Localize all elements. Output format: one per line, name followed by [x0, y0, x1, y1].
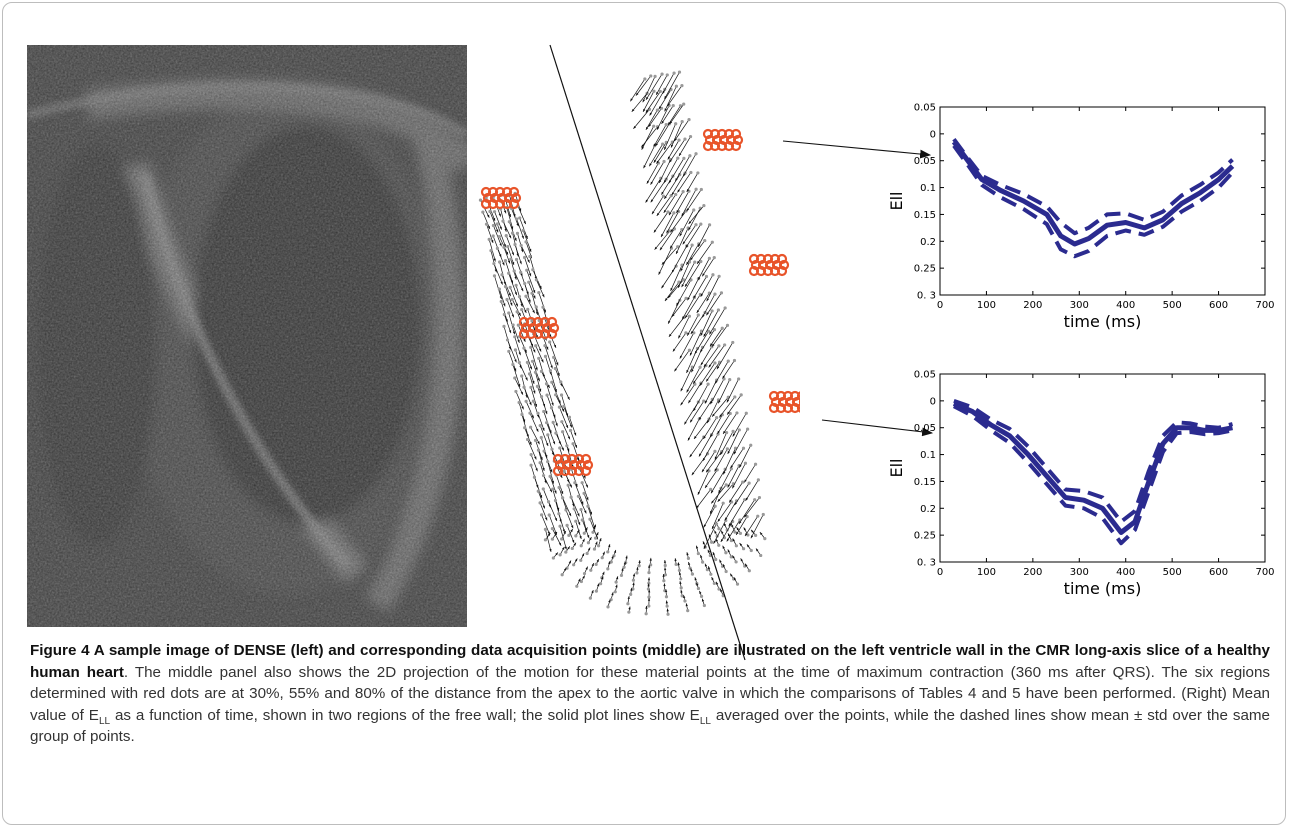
x-tick-label: 0: [937, 300, 943, 311]
x-tick-label: 700: [1255, 567, 1274, 578]
std-dashed-line: [952, 138, 1234, 236]
figure-caption: Figure 4 A sample image of DENSE (left) …: [30, 640, 1270, 748]
x-tick-label: 100: [977, 567, 996, 578]
y-tick-label: 0.15: [914, 477, 936, 488]
long-axis-line: [549, 44, 746, 661]
y-tick-label: 0. 3: [917, 291, 936, 302]
x-tick-label: 200: [1023, 300, 1042, 311]
y-tick-label: 0.1: [920, 183, 936, 194]
x-tick-label: 600: [1209, 300, 1228, 311]
caption-text-2: as a function of time, shown in two regi…: [110, 706, 700, 724]
y-tick-label: 0.05: [914, 370, 936, 381]
x-tick-label: 600: [1209, 567, 1228, 578]
dense-image: [27, 45, 467, 627]
y-axis-label: Ell: [887, 459, 906, 478]
caption-text-1: . The middle panel also shows the 2D pro…: [30, 663, 1271, 724]
ell-plot-bottom: 0 100 200 300 400 500 600 700 0.05 0 0.05 0.1 0.15 0.…: [887, 370, 1275, 599]
plot-frame: [939, 373, 1266, 563]
x-tick-label: 300: [1070, 300, 1089, 311]
region-marker: [768, 390, 800, 414]
region-marker: [518, 316, 560, 340]
y-axis-label: Ell: [887, 192, 906, 211]
region-marker: [702, 128, 744, 152]
x-tick-label: 100: [977, 300, 996, 311]
x-tick-label: 700: [1255, 300, 1274, 311]
displacement-vectors: [478, 70, 767, 616]
std-dashed-line: [953, 399, 1234, 524]
x-axis-label: time (ms): [1064, 579, 1142, 598]
std-dashed-line: [952, 404, 1233, 546]
y-tick-label: 0. 3: [917, 558, 936, 569]
std-dashed-line: [952, 144, 1234, 259]
region-markers: [480, 128, 800, 477]
caption-sub-1: LL: [98, 715, 111, 727]
lv-wall-vector-field: [478, 44, 800, 661]
y-tick-label: 0.05: [914, 103, 936, 114]
x-tick-label: 200: [1023, 567, 1042, 578]
x-tick-label: 400: [1116, 300, 1135, 311]
x-tick-label: 300: [1070, 567, 1089, 578]
y-tick-label: 0: [930, 396, 936, 407]
y-tick-label: 0.05: [914, 156, 936, 167]
y-tick-label: 0.15: [914, 210, 936, 221]
x-tick-label: 0: [937, 567, 943, 578]
x-tick-label: 400: [1116, 567, 1135, 578]
y-tick-label: 0.25: [914, 264, 936, 275]
mean-line: [951, 140, 1235, 247]
y-tick-label: 0.2: [920, 504, 936, 515]
y-tick-label: 0.2: [920, 237, 936, 248]
region-marker: [552, 453, 594, 477]
caption-text-3: averaged over the points, while the dash…: [30, 706, 1270, 746]
y-tick-label: 0.05: [914, 423, 936, 434]
caption-sub-2: LL: [699, 715, 711, 727]
caption-lead: Figure 4 A sample image of DENSE (left) …: [30, 642, 1270, 681]
region-marker: [480, 186, 522, 210]
y-tick-label: 0.1: [920, 450, 936, 461]
ell-plot-top: 0 100 200 300 400 500 600 700 0.05 0 0.05 0.1 0.15 0.…: [887, 103, 1275, 332]
y-tick-label: 0: [930, 129, 936, 140]
x-axis-label: time (ms): [1064, 312, 1142, 331]
mean-line: [952, 401, 1233, 535]
region-marker: [748, 253, 790, 277]
y-tick-label: 0.25: [914, 531, 936, 542]
x-tick-label: 500: [1163, 567, 1182, 578]
x-tick-label: 500: [1163, 300, 1182, 311]
plot-frame: [939, 106, 1266, 296]
